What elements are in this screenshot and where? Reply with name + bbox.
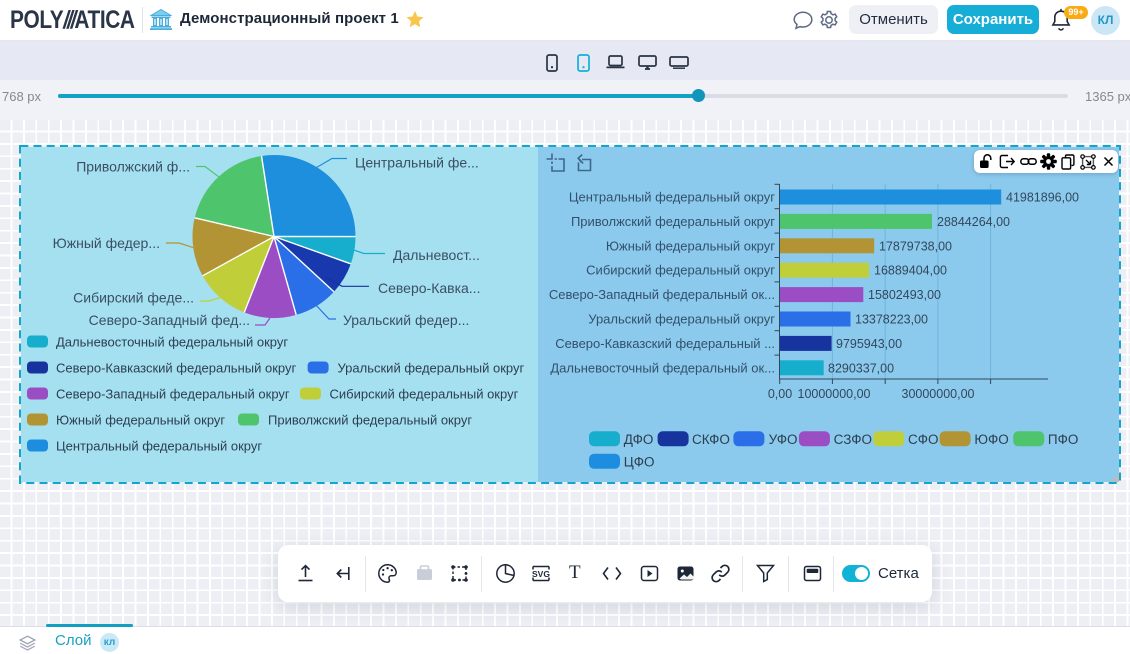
svg-text:Южный федер...: Южный федер...: [53, 235, 160, 251]
svg-text:30000000,00: 30000000,00: [902, 387, 975, 401]
svg-text:Центральный фе...: Центральный фе...: [355, 155, 479, 171]
svg-text:28844264,00: 28844264,00: [937, 215, 1010, 229]
svg-text:ПФО: ПФО: [1048, 432, 1078, 447]
svg-text:УФО: УФО: [769, 432, 798, 447]
svg-text:9795943,00: 9795943,00: [836, 337, 902, 351]
svg-text:Центральный федеральный округ: Центральный федеральный округ: [569, 190, 775, 205]
svg-text:Приволжский федеральный округ: Приволжский федеральный округ: [571, 214, 775, 229]
svg-text:Уральский федеральный округ: Уральский федеральный округ: [588, 312, 775, 327]
svg-text:Сибирский федеральный округ: Сибирский федеральный округ: [586, 263, 775, 278]
svg-text:Южный федеральный округ: Южный федеральный округ: [56, 413, 225, 428]
svg-text:0,00: 0,00: [768, 387, 792, 401]
svg-text:ДФО: ДФО: [624, 432, 654, 447]
svg-text:Центральный федеральный округ: Центральный федеральный округ: [56, 439, 262, 454]
svg-text:ЮФО: ЮФО: [974, 432, 1008, 447]
svg-text:Северо-Кавказский федеральный: Северо-Кавказский федеральный округ: [56, 361, 296, 376]
svg-text:Дальневост...: Дальневост...: [393, 247, 480, 263]
svg-text:Уральский федеральный округ: Уральский федеральный округ: [338, 361, 525, 376]
svg-text:Приволжский ф...: Приволжский ф...: [76, 159, 190, 175]
svg-text:Сибирский федеральный округ: Сибирский федеральный округ: [330, 387, 519, 402]
svg-text:СЗФО: СЗФО: [834, 432, 872, 447]
svg-text:Приволжский федеральный округ: Приволжский федеральный округ: [268, 413, 472, 428]
svg-text:СФО: СФО: [908, 432, 939, 447]
svg-text:13378223,00: 13378223,00: [855, 313, 928, 327]
svg-text:16889404,00: 16889404,00: [874, 264, 947, 278]
svg-text:Северо-Кавказский федеральный: Северо-Кавказский федеральный ...: [555, 336, 775, 351]
svg-text:Дальневосточный федеральный ок: Дальневосточный федеральный округ: [56, 335, 288, 350]
svg-text:Уральский федер...: Уральский федер...: [343, 312, 469, 328]
svg-text:10000000,00: 10000000,00: [798, 387, 871, 401]
svg-text:СКФО: СКФО: [692, 432, 730, 447]
svg-text:Северо-Западный федеральный ок: Северо-Западный федеральный ок...: [549, 287, 775, 302]
svg-text:17879738,00: 17879738,00: [879, 239, 952, 253]
svg-text:Сибирский феде...: Сибирский феде...: [73, 290, 194, 306]
svg-text:Южный федеральный округ: Южный федеральный округ: [606, 238, 775, 253]
svg-text:SVG: SVG: [532, 569, 550, 579]
svg-text:15802493,00: 15802493,00: [868, 288, 941, 302]
svg-text:Северо-Западный федеральный ок: Северо-Западный федеральный округ: [56, 387, 290, 402]
svg-text:8290337,00: 8290337,00: [828, 361, 894, 375]
svg-text:Дальневосточный федеральный ок: Дальневосточный федеральный ок...: [550, 360, 775, 375]
svg-text:Северо-Кавка...: Северо-Кавка...: [378, 280, 480, 296]
svg-text:Северо-Западный фед...: Северо-Западный фед...: [89, 312, 250, 328]
svg-text:41981896,00: 41981896,00: [1006, 191, 1079, 205]
svg-text:ЦФО: ЦФО: [624, 454, 655, 469]
